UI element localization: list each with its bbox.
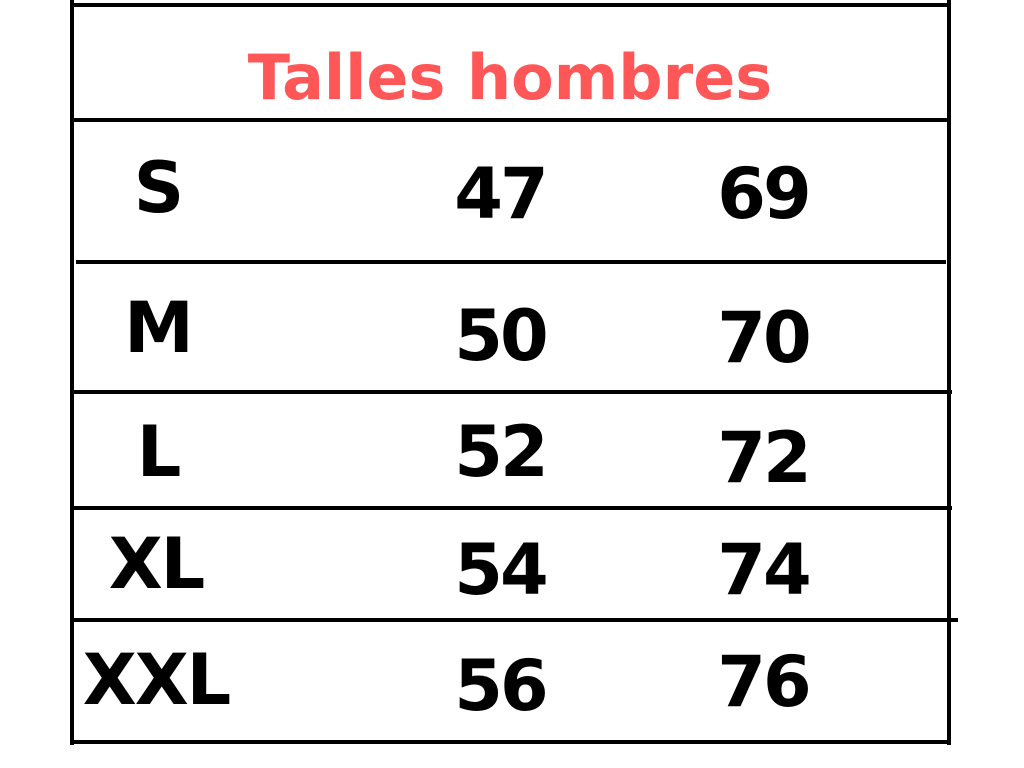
size-label: L (136, 411, 182, 493)
table-border-left (70, 0, 74, 745)
measure-value: 54 (454, 529, 548, 611)
table-border-right (947, 0, 951, 745)
table-border-top (72, 3, 948, 7)
size-label: XXL (82, 639, 232, 721)
chart-title: Talles hombres (247, 41, 773, 114)
row-divider (72, 118, 948, 122)
measure-value: 74 (717, 529, 811, 611)
measure-value: 47 (454, 153, 548, 235)
size-label: M (124, 287, 194, 369)
row-divider (72, 618, 958, 622)
measure-value: 76 (717, 641, 811, 723)
measure-value: 56 (454, 645, 548, 727)
size-label: XL (108, 523, 206, 605)
row-divider (72, 506, 952, 510)
measure-value: 52 (454, 411, 548, 493)
measure-value: 50 (454, 295, 548, 377)
measure-value: 69 (717, 153, 811, 235)
table-border-bottom (72, 740, 950, 744)
row-divider (76, 260, 946, 264)
row-divider (72, 390, 952, 394)
size-label: S (133, 147, 184, 229)
measure-value: 72 (717, 417, 811, 499)
measure-value: 70 (717, 297, 811, 379)
